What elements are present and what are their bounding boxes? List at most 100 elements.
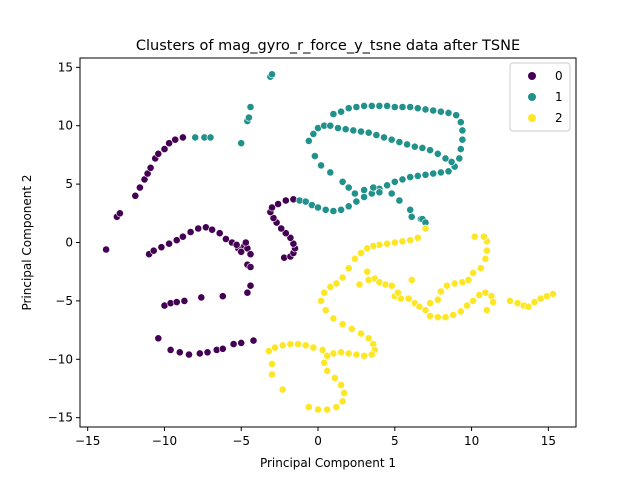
point-2-65 [426,299,434,308]
point-0-45 [166,345,175,354]
point-0-0 [102,245,110,254]
point-2-3 [398,237,407,246]
point-0-66 [268,203,276,212]
point-1-68 [410,142,419,151]
point-2-46 [294,340,302,348]
point-0-25 [221,235,230,243]
legend: 0 1 2 [509,62,571,132]
point-1-61 [357,127,365,136]
legend-label-1: 1 [555,90,563,104]
point-0-20 [186,228,195,236]
point-1-44 [390,103,399,111]
series-0 [102,133,299,359]
chart-title: Clusters of mag_gyro_r_force_y_tsne data… [136,38,520,54]
point-1-58 [334,124,342,133]
point-1-12 [314,203,322,212]
point-1-46 [375,102,384,110]
point-2-49 [318,345,327,354]
point-2-48 [309,343,318,352]
point-2-71 [464,275,473,284]
point-2-13 [332,279,341,288]
series-1 [191,70,467,227]
point-0-10 [160,145,169,153]
point-1-77 [338,177,347,186]
point-0-67 [274,200,282,208]
point-0-3 [131,191,140,200]
y-axis-ticks: −15 −10 −5 0 5 10 15 [48,60,80,425]
point-1-45 [383,102,391,110]
point-1-31 [455,154,464,163]
point-2-74 [481,254,490,263]
point-1-22 [390,177,399,186]
point-2-43 [271,343,279,352]
point-2-12 [338,273,347,282]
point-2-85 [469,296,477,305]
point-1-0 [191,133,200,142]
x-tick-label: −5 [232,434,250,448]
point-2-36 [340,389,348,397]
point-0-44 [154,334,163,343]
point-2-15 [320,288,329,297]
point-0-7 [146,163,155,172]
point-2-0 [421,224,430,233]
point-0-19 [178,232,187,241]
point-0-32 [246,263,255,271]
y-tick-label: 0 [65,236,73,250]
point-1-69 [418,143,427,152]
series-2 [264,224,557,414]
scatter-points [102,70,557,414]
point-0-17 [165,239,173,248]
point-1-40 [421,105,430,114]
point-1-16 [344,202,353,211]
point-2-66 [433,295,442,304]
point-1-25 [413,171,422,180]
point-2-69 [450,279,459,288]
y-tick-label: 10 [58,119,73,133]
point-2-19 [338,320,347,329]
point-2-99 [355,280,364,289]
point-2-18 [329,314,338,323]
y-tick-label: 15 [58,60,73,74]
point-0-47 [185,350,193,359]
legend-marker-0 [528,72,536,80]
point-2-58 [387,281,396,290]
point-1-67 [403,140,411,149]
point-2-61 [404,294,413,303]
legend-label-2: 2 [555,111,563,125]
point-2-16 [317,296,325,305]
point-2-17 [321,306,330,315]
point-0-38 [172,298,181,306]
legend-marker-1 [528,93,536,101]
point-1-28 [436,168,445,177]
point-2-82 [449,310,458,319]
x-tick-label: −10 [152,434,177,448]
point-0-39 [180,296,189,305]
point-2-42 [264,347,273,355]
point-1-13 [321,205,330,214]
point-0-61 [281,229,290,238]
point-1-26 [421,170,430,179]
point-0-68 [281,196,290,205]
point-1-24 [406,173,415,181]
point-1-2 [206,133,215,142]
point-1-34 [458,126,467,135]
point-2-77 [479,232,488,241]
point-0-24 [215,229,224,238]
point-1-18 [360,193,368,201]
point-1-38 [436,107,445,116]
point-0-54 [249,336,258,345]
point-1-57 [326,121,335,130]
point-1-64 [380,133,388,142]
point-0-12 [171,135,180,144]
point-1-48 [360,102,368,110]
x-tick-label: 15 [541,434,556,448]
point-1-29 [444,167,453,176]
point-2-75 [482,246,491,255]
point-0-21 [194,224,203,233]
point-2-32 [320,358,329,367]
point-2-1 [413,233,422,242]
y-tick-label: −10 [48,352,73,366]
point-1-42 [406,103,415,111]
point-0-42 [246,281,255,290]
point-1-75 [317,161,325,170]
